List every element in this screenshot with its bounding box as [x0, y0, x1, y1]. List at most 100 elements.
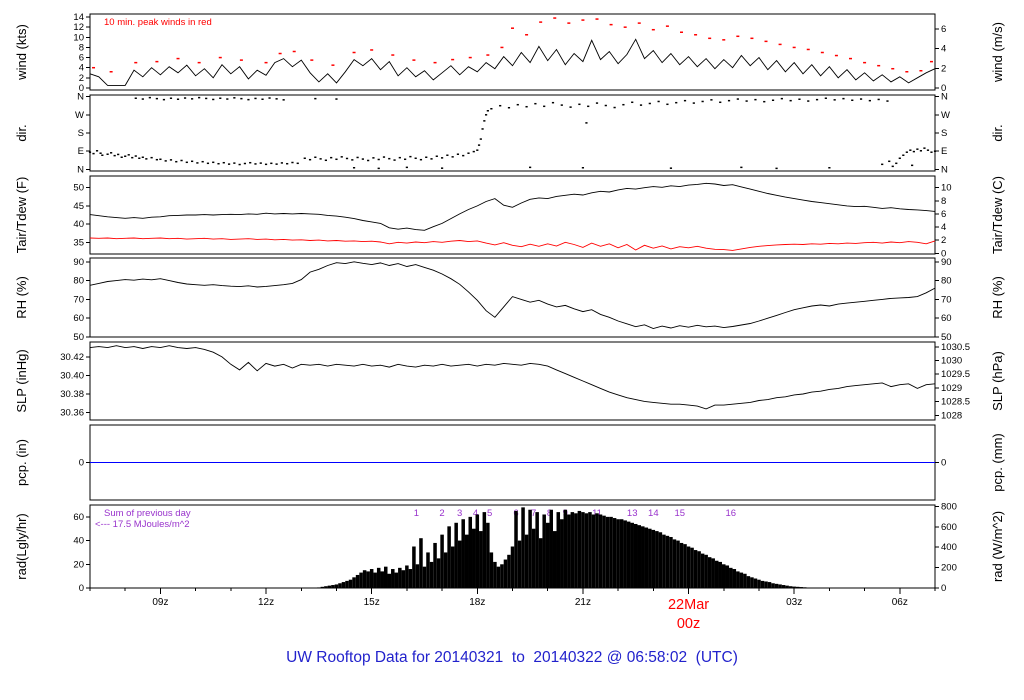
ytick-right-slp: 1029 — [941, 383, 962, 394]
ytick-right-rad: 800 — [941, 501, 957, 512]
ytick-right-rh: 60 — [941, 313, 952, 324]
series-wind_direction — [88, 96, 937, 170]
xtick-label: 03z — [786, 597, 802, 608]
ytick-right-wind: 6 — [941, 24, 946, 35]
ytick-left-rad: 40 — [73, 536, 84, 547]
ytick-right-rad: 200 — [941, 563, 957, 574]
ytick-left-slp: 30.38 — [60, 389, 84, 400]
panel-frame-slp — [89, 341, 936, 421]
panel-tair: 35 40 45 50 0 2 4 6 8 10 Tair/Tdew (F) Tair/Tdew (C… — [14, 175, 1005, 259]
ytick-left-slp: 30.40 — [60, 370, 84, 381]
ytick-right-tair: 8 — [941, 196, 946, 207]
series-wind_avg — [89, 38, 936, 86]
rad-hour-label: 2 — [439, 508, 444, 519]
ytick-right-wind: 2 — [941, 63, 946, 74]
rad-hour-label: 13 — [627, 508, 638, 519]
ytick-left-dir: N — [77, 164, 84, 175]
ytick-right-rh: 90 — [941, 257, 952, 268]
series-relative_humidity — [89, 261, 936, 329]
ytick-left-rh: 50 — [73, 332, 84, 343]
figure-caption: UW Rooftop Data for 20140321 to 20140322… — [286, 649, 738, 666]
ylabel-left-wind: wind (kts) — [14, 24, 29, 81]
ytick-left-rh: 90 — [73, 257, 84, 268]
panel-rh: 50 60 70 80 90 50 60 70 80 90 RH (%) RH (%) — [14, 257, 1005, 343]
ytick-left-wind: 2 — [79, 73, 84, 84]
rad-hour-label: 8 — [547, 508, 552, 519]
xtick-date-label2: 00z — [677, 616, 700, 632]
ytick-right-dir: N — [941, 92, 948, 103]
ytick-left-slp: 30.36 — [60, 408, 84, 419]
ylabel-left-pcp: pcp. (in) — [14, 439, 29, 486]
panel-frame-rh — [89, 257, 936, 338]
panel-slp: 30.36 30.38 30.40 30.42 1028 1028.5 1029 1029.5… — [14, 341, 1005, 421]
rad-hour-label: 3 — [457, 508, 462, 519]
ylabel-left-tair: Tair/Tdew (F) — [14, 177, 29, 254]
ytick-right-dir: N — [941, 164, 948, 175]
ytick-left-wind: 12 — [73, 22, 84, 33]
ytick-right-dir: E — [941, 146, 947, 157]
ytick-left-slp: 30.42 — [60, 352, 84, 363]
xtick-date-label: 22Mar — [668, 597, 709, 613]
panel-frame-wind — [89, 13, 936, 91]
ytick-left-rad: 60 — [73, 512, 84, 523]
ylabel-right-tair: Tair/Tdew (C) — [990, 176, 1005, 254]
rad-hour-label: 4 — [473, 508, 478, 519]
ytick-right-slp: 1029.5 — [941, 369, 970, 380]
ytick-right-wind: 4 — [941, 44, 946, 55]
ylabel-left-rh: RH (%) — [14, 276, 29, 319]
ytick-left-wind: 8 — [79, 42, 84, 53]
ytick-right-rh: 80 — [941, 276, 952, 287]
ytick-right-rh: 70 — [941, 294, 952, 305]
ylabel-left-slp: SLP (inHg) — [14, 349, 29, 412]
ytick-left-rh: 80 — [73, 276, 84, 287]
ytick-right-rad: 0 — [941, 583, 946, 594]
ytick-left-tair: 40 — [73, 219, 84, 230]
ytick-right-dir: S — [941, 128, 947, 139]
ylabel-right-rad: rad (W/m^2) — [990, 511, 1005, 582]
ytick-right-slp: 1030.5 — [941, 342, 970, 353]
ytick-right-tair: 0 — [941, 248, 946, 259]
ytick-left-tair: 50 — [73, 183, 84, 194]
ytick-left-wind: 4 — [79, 63, 84, 74]
ylabel-left-dir: dir. — [14, 124, 29, 141]
ytick-right-rh: 50 — [941, 332, 952, 343]
ytick-left-dir: N — [77, 92, 84, 103]
xtick-label: 12z — [258, 597, 274, 608]
ytick-left-dir: S — [78, 128, 84, 139]
ytick-right-tair: 4 — [941, 222, 946, 233]
ytick-left-dir: E — [78, 146, 84, 157]
xtick-label: 09z — [152, 597, 168, 608]
ytick-left-tair: 35 — [73, 237, 84, 248]
ytick-right-rad: 600 — [941, 522, 957, 533]
xtick-label: 18z — [469, 597, 485, 608]
rad-hour-label: 1 — [414, 508, 419, 519]
rad-hour-label: 16 — [726, 508, 737, 519]
ytick-left-tair: 45 — [73, 201, 84, 212]
ytick-right-tair: 2 — [941, 235, 946, 246]
ytick-left-wind: 6 — [79, 53, 84, 64]
ytick-left-rh: 70 — [73, 294, 84, 305]
ytick-right-rad: 400 — [941, 542, 957, 553]
xtick-label: 06z — [892, 597, 908, 608]
ylabel-right-slp: SLP (hPa) — [990, 351, 1005, 411]
annotation-wind: 10 min. peak winds in red — [104, 17, 212, 28]
rad-hour-label: 5 — [487, 508, 492, 519]
ytick-right-pcp: 0 — [941, 458, 946, 469]
ytick-left-dir: W — [75, 110, 84, 121]
rad-hour-label: 14 — [648, 508, 659, 519]
ytick-right-slp: 1028 — [941, 410, 962, 421]
series-dew_point — [89, 237, 936, 251]
rad-hour-label: 15 — [674, 508, 685, 519]
panel-pcp: 0 0 pcp. (in) pcp. (mm) — [14, 424, 1005, 501]
ytick-right-tair: 6 — [941, 209, 946, 220]
ytick-right-wind: 0 — [941, 83, 946, 94]
ylabel-right-rh: RH (%) — [990, 276, 1005, 319]
series-wind_peak_10min — [92, 17, 933, 73]
series-air_temperature — [89, 182, 936, 231]
ytick-left-wind: 0 — [79, 83, 84, 94]
series-solar_radiation — [317, 507, 818, 588]
